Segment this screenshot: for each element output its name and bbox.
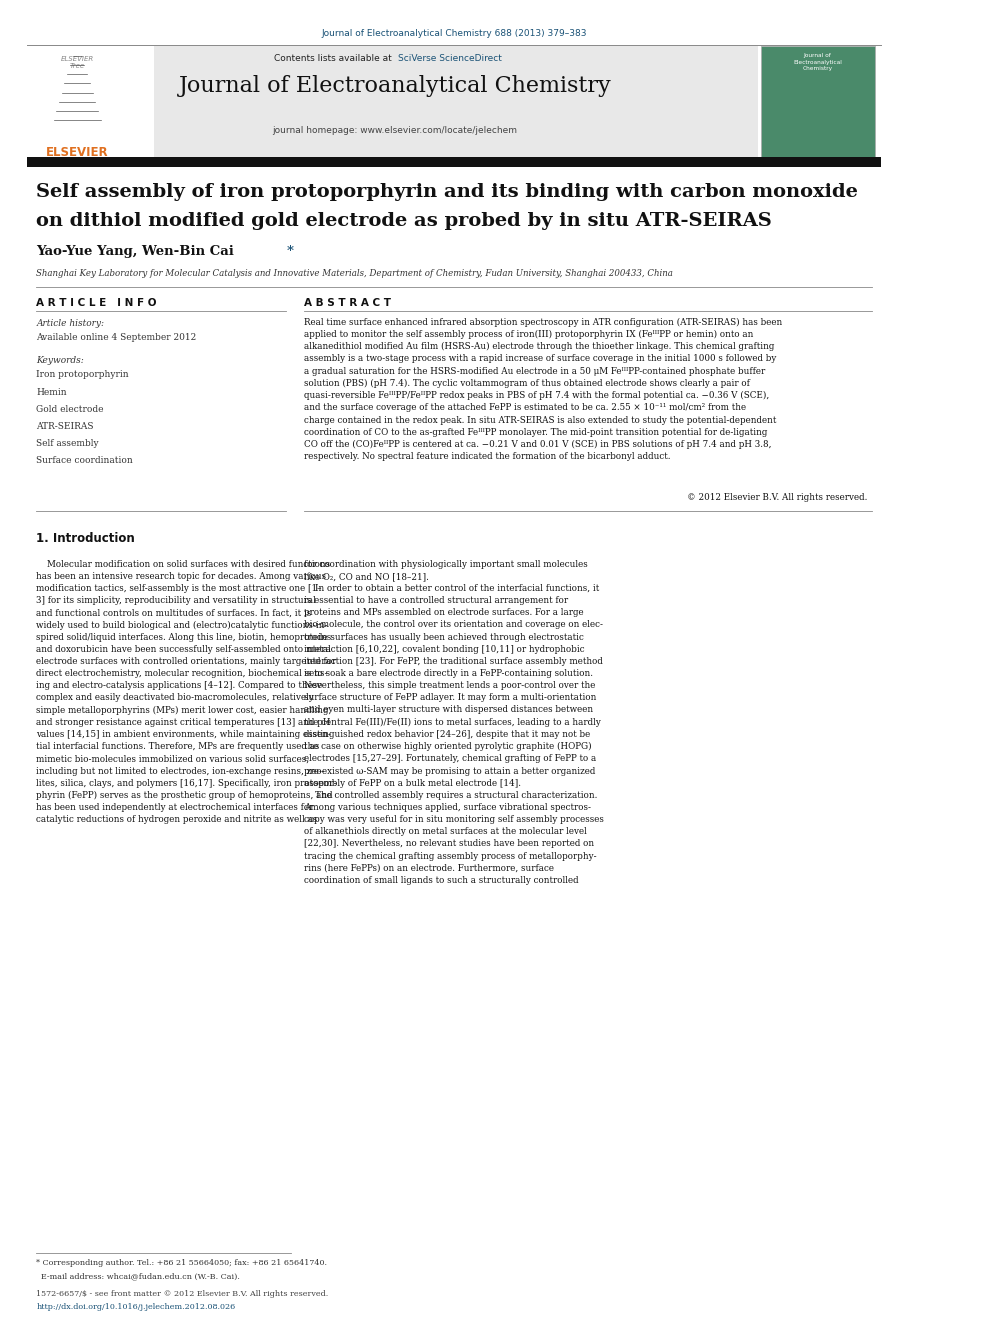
Text: A R T I C L E   I N F O: A R T I C L E I N F O	[37, 298, 157, 308]
Text: Iron protoporphyrin: Iron protoporphyrin	[37, 370, 129, 380]
Text: ELSEVIER
Tree: ELSEVIER Tree	[61, 56, 94, 69]
Text: Available online 4 September 2012: Available online 4 September 2012	[37, 333, 196, 343]
Text: Self assembly of iron protoporphyrin and its binding with carbon monoxide: Self assembly of iron protoporphyrin and…	[37, 183, 858, 201]
Text: on dithiol modified gold electrode as probed by in situ ATR-SEIRAS: on dithiol modified gold electrode as pr…	[37, 212, 772, 230]
Text: SciVerse ScienceDirect: SciVerse ScienceDirect	[398, 54, 502, 64]
Text: 1. Introduction: 1. Introduction	[37, 532, 135, 545]
Text: Real time surface enhanced infrared absorption spectroscopy in ATR configuration: Real time surface enhanced infrared abso…	[305, 318, 783, 462]
Text: Journal of Electroanalytical Chemistry: Journal of Electroanalytical Chemistry	[179, 75, 611, 98]
Text: Keywords:: Keywords:	[37, 356, 84, 365]
Text: Yao-Yue Yang, Wen-Bin Cai: Yao-Yue Yang, Wen-Bin Cai	[37, 245, 234, 258]
Text: journal homepage: www.elsevier.com/locate/jelechem: journal homepage: www.elsevier.com/locat…	[273, 126, 518, 135]
Bar	[27, 157, 881, 167]
Text: for coordination with physiologically important small molecules
like O₂, CO and : for coordination with physiologically im…	[305, 560, 604, 885]
Text: *: *	[287, 245, 294, 258]
Text: Gold electrode: Gold electrode	[37, 405, 104, 414]
Text: Journal of
Electroanalytical
Chemistry: Journal of Electroanalytical Chemistry	[793, 53, 842, 71]
Text: Article history:: Article history:	[37, 319, 104, 328]
Text: http://dx.doi.org/10.1016/j.jelechem.2012.08.026: http://dx.doi.org/10.1016/j.jelechem.201…	[37, 1303, 235, 1311]
Text: © 2012 Elsevier B.V. All rights reserved.: © 2012 Elsevier B.V. All rights reserved…	[686, 493, 867, 503]
Text: Surface coordination: Surface coordination	[37, 456, 133, 466]
Text: E-mail address: whcai@fudan.edu.cn (W.-B. Cai).: E-mail address: whcai@fudan.edu.cn (W.-B…	[37, 1273, 240, 1281]
Text: Journal of Electroanalytical Chemistry 688 (2013) 379–383: Journal of Electroanalytical Chemistry 6…	[321, 29, 587, 38]
Text: ATR-SEIRAS: ATR-SEIRAS	[37, 422, 94, 431]
Text: A B S T R A C T: A B S T R A C T	[305, 298, 391, 308]
Text: Molecular modification on solid surfaces with desired functions
has been an inte: Molecular modification on solid surfaces…	[37, 560, 337, 824]
Text: Self assembly: Self assembly	[37, 439, 99, 448]
Text: * Corresponding author. Tel.: +86 21 55664050; fax: +86 21 65641740.: * Corresponding author. Tel.: +86 21 556…	[37, 1259, 327, 1267]
Text: 1572-6657/$ - see front matter © 2012 Elsevier B.V. All rights reserved.: 1572-6657/$ - see front matter © 2012 El…	[37, 1290, 328, 1298]
Bar	[27, 46, 155, 161]
Text: Contents lists available at: Contents lists available at	[275, 54, 395, 64]
Bar	[27, 46, 758, 161]
Text: ELSEVIER: ELSEVIER	[46, 146, 108, 159]
Bar	[761, 46, 875, 161]
Text: Hemin: Hemin	[37, 388, 66, 397]
Text: Shanghai Key Laboratory for Molecular Catalysis and Innovative Materials, Depart: Shanghai Key Laboratory for Molecular Ca…	[37, 269, 674, 278]
